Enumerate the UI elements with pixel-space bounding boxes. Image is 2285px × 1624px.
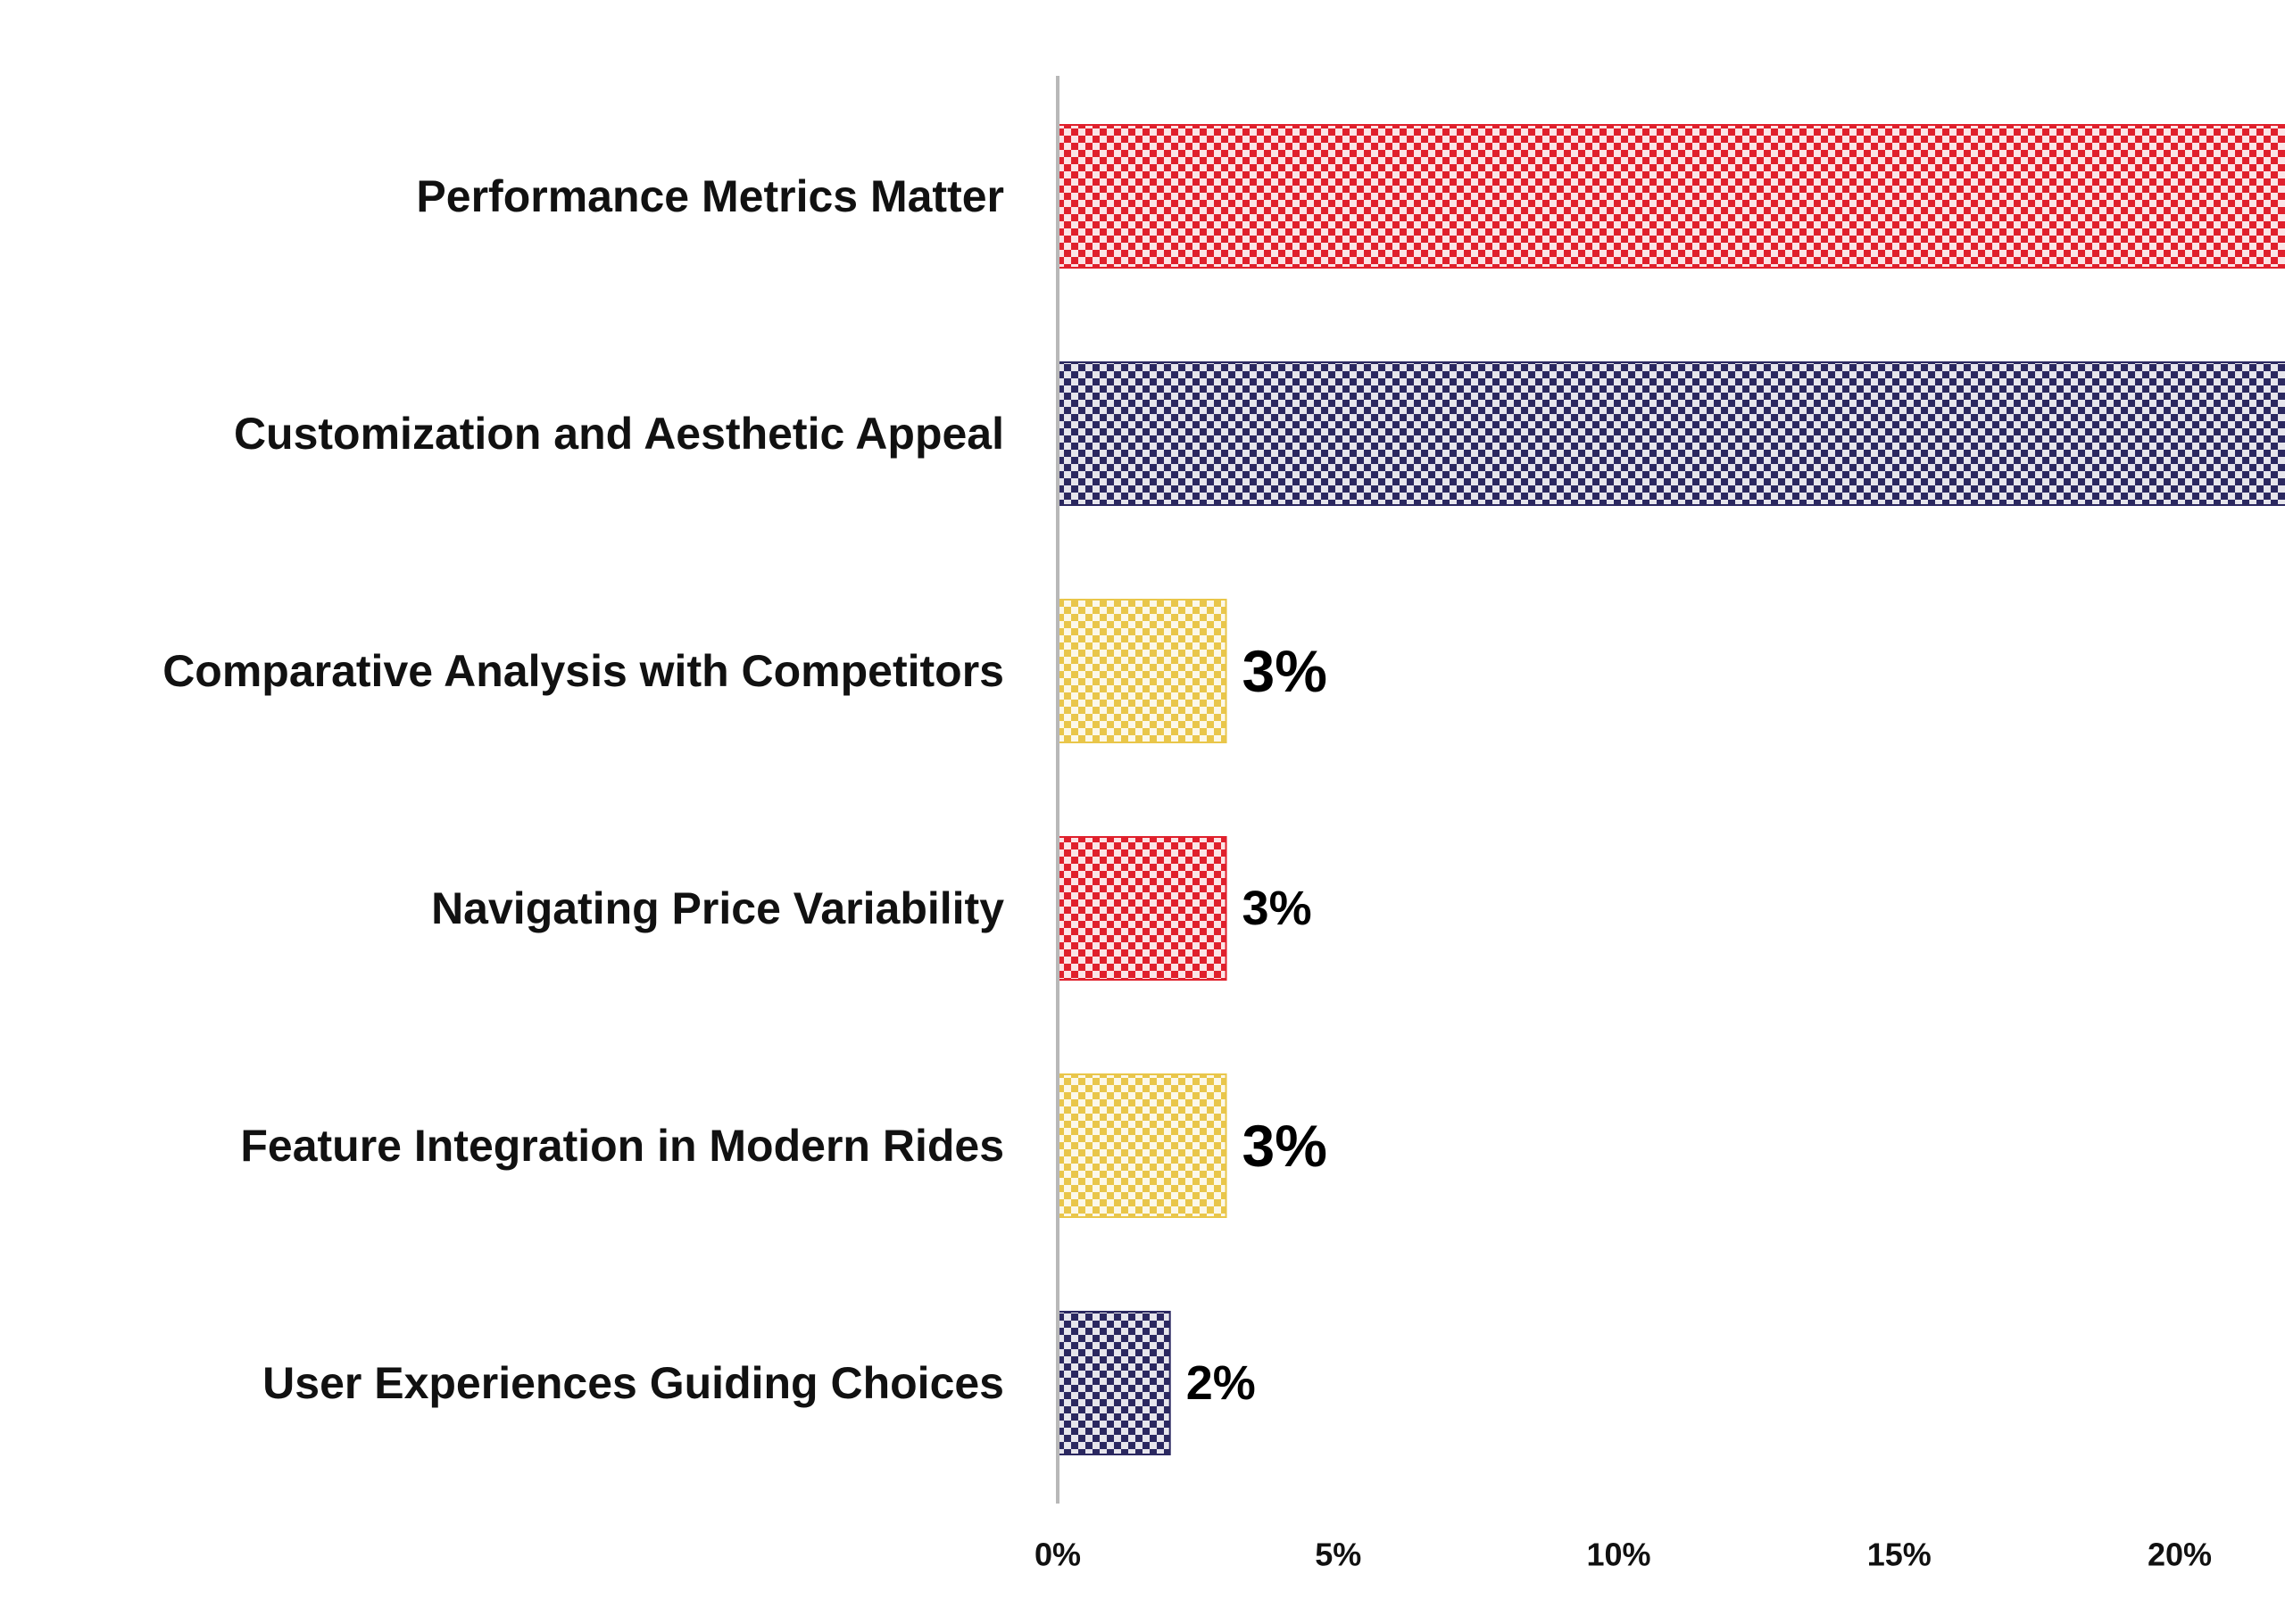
data-label: 3%: [1242, 882, 1312, 935]
x-tick-label: 5%: [1315, 1537, 1361, 1573]
category-label: Navigating Price Variability: [431, 883, 1004, 933]
data-label: 3%: [1242, 1113, 1327, 1179]
bar-comparative-analysis-with-competitors: [1057, 599, 1227, 743]
bar-performance-metrics-matter: [1057, 124, 2285, 269]
category-label: Comparative Analysis with Competitors: [162, 646, 1004, 696]
x-tick-label: 15%: [1867, 1537, 1932, 1573]
category-label: Feature Integration in Modern Rides: [240, 1121, 1004, 1171]
data-label: 3%: [1242, 638, 1327, 704]
data-labels-layer: 35%23%3%3%3%2%: [1186, 638, 1327, 1410]
category-label: Customization and Aesthetic Appeal: [234, 409, 1004, 459]
category-label: User Experiences Guiding Choices: [262, 1358, 1004, 1408]
bar-navigating-price-variability: [1057, 836, 1227, 981]
x-tick-label: 10%: [1586, 1537, 1650, 1573]
x-tick-label: 20%: [2148, 1537, 2212, 1573]
bar-customization-and-aesthetic-appeal: [1057, 361, 2285, 506]
category-labels-layer: Performance Metrics Matter Customization …: [162, 171, 1004, 1408]
data-label: 2%: [1186, 1356, 1256, 1410]
category-label: Performance Metrics Matter: [416, 171, 1004, 221]
x-tick-label: 0%: [1034, 1537, 1081, 1573]
bar-user-experiences-guiding-choices: [1057, 1311, 1171, 1455]
x-axis-ticks-layer: 0%5%10%15%20%25%30%35%40%: [1034, 1537, 2212, 1573]
bars-layer: [1057, 124, 2285, 1455]
bar-feature-integration-in-modern-rides: [1057, 1073, 1227, 1218]
